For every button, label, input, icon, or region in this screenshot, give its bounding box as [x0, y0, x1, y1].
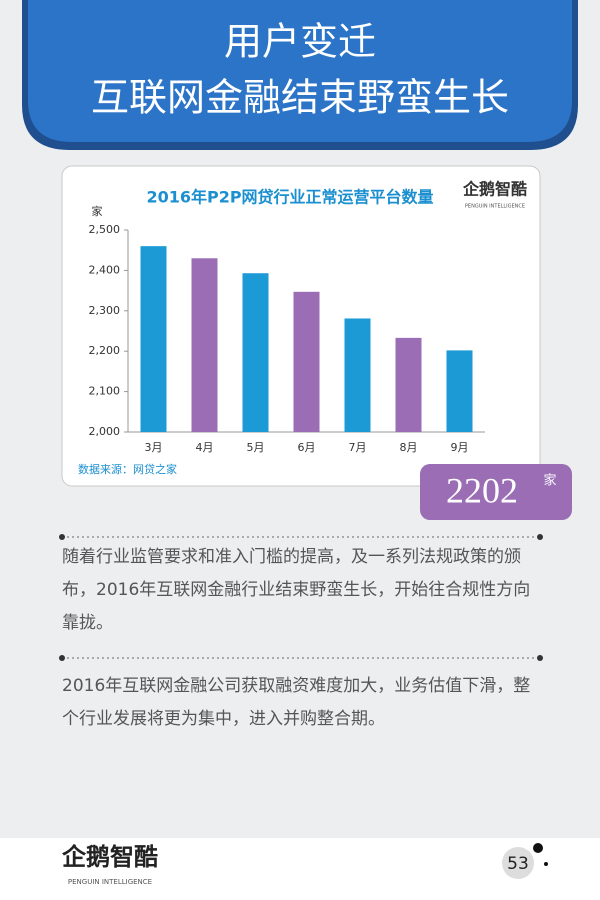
footer-logo-sub: PENGUIN INTELLIGENCE — [68, 878, 152, 886]
page-dot — [544, 862, 548, 866]
separator-dot — [537, 655, 543, 661]
source: 数据来源：网贷之家 — [78, 462, 177, 476]
x-tick-label: 9月 — [451, 441, 469, 454]
chart-title: 2016年P2P网贷行业正常运营平台数量 — [146, 188, 433, 207]
bar — [140, 246, 167, 432]
bar — [293, 291, 320, 432]
bar — [395, 337, 422, 432]
bar — [191, 258, 218, 432]
x-tick-label: 8月 — [400, 441, 418, 454]
paragraph: 2016年互联网金融公司获取融资难度加大，业务估值下滑，整个行业发展将更为集中，… — [62, 676, 531, 729]
bar — [344, 318, 371, 432]
paragraph: 随着行业监管要求和准入门槛的提高，及一系列法规政策的颁布，2016年互联网金融行… — [62, 547, 531, 633]
separator-dot — [537, 534, 543, 540]
page-number: 53 — [507, 854, 529, 874]
page-dot — [533, 843, 543, 853]
y-tick-label: 2,000 — [89, 425, 121, 438]
chart-logo: 企鹅智酷 — [462, 180, 527, 199]
y-tick-label: 2,300 — [89, 304, 121, 317]
bar — [446, 350, 473, 432]
title-line: 用户变迁 — [224, 20, 376, 64]
chart-logo-sub: PENGUIN INTELLIGENCE — [465, 204, 525, 210]
y-tick-label: 2,200 — [89, 344, 121, 357]
y-label: 家 — [92, 204, 103, 218]
footer-logo: 企鹅智酷 — [62, 843, 158, 871]
page-circle — [502, 847, 534, 879]
callout — [420, 464, 572, 520]
callout-value: 2202 — [446, 470, 518, 510]
x-tick-label: 4月 — [196, 441, 214, 454]
y-tick-label: 2,500 — [89, 223, 121, 236]
y-tick-label: 2,400 — [89, 263, 121, 276]
bar — [242, 273, 269, 432]
x-tick-label: 3月 — [145, 441, 163, 454]
banner — [28, 0, 572, 142]
x-tick-label: 6月 — [298, 441, 316, 454]
footer — [0, 838, 600, 900]
x-tick-label: 7月 — [349, 441, 367, 454]
separator-dot — [59, 534, 65, 540]
title-line: 互联网金融结束野蛮生长 — [91, 76, 509, 120]
x-tick-label: 5月 — [247, 441, 265, 454]
callout-unit: 家 — [543, 473, 556, 489]
y-tick-label: 2,100 — [89, 385, 121, 398]
separator-dot — [59, 655, 65, 661]
